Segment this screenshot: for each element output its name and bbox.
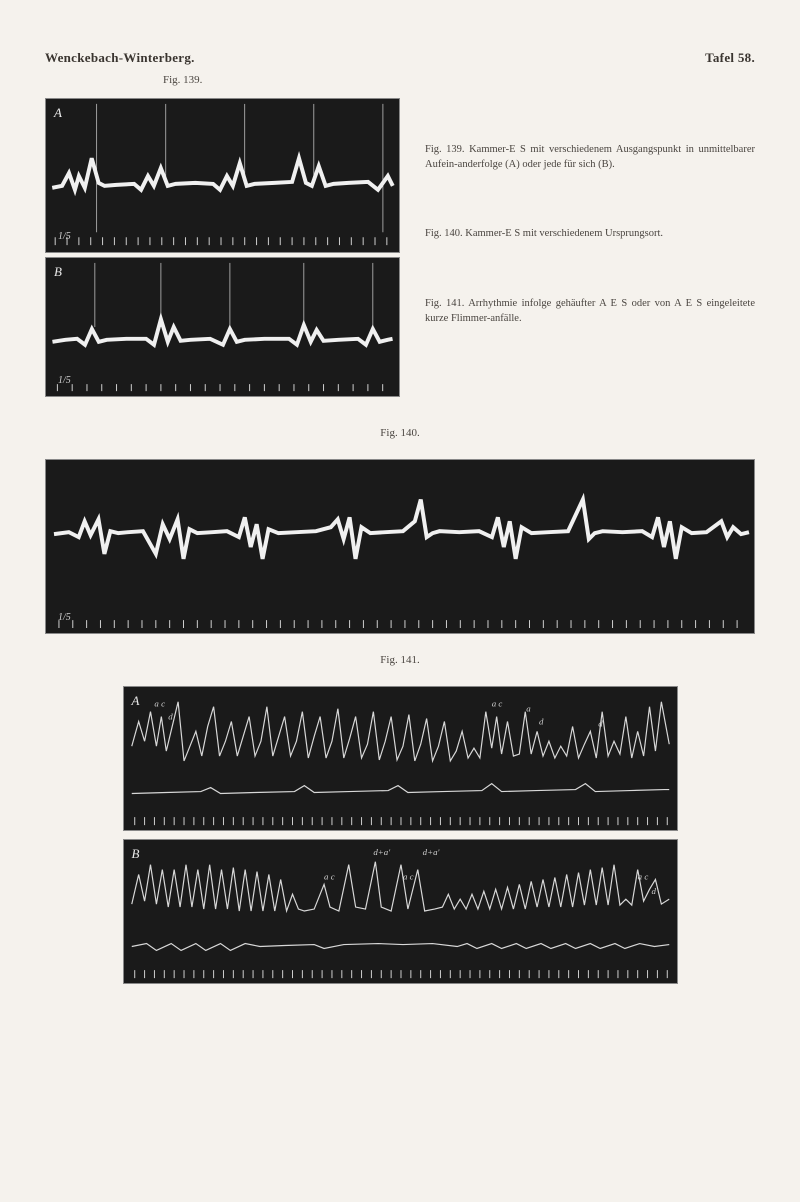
time-marker-139a: 1/5: [58, 231, 71, 242]
caption-139: Fig. 139. Kammer-E S mit verschiedenem A…: [425, 143, 755, 172]
timing-ticks: [55, 237, 387, 245]
annotation-d-2: d: [539, 716, 544, 726]
panel-label-b: B: [54, 264, 62, 280]
ecg-panel-141b: B d+a' d+a' a c a c a c d: [123, 839, 678, 984]
annotation-d-4: d: [651, 886, 656, 896]
ecg-panel-140: 1/5: [45, 459, 755, 634]
annotation-ac-1: a c: [154, 699, 165, 709]
fig-141-label: Fig. 141.: [45, 654, 755, 666]
panel-label-141a: A: [132, 693, 140, 709]
annotation-ac-3: a c: [324, 871, 335, 881]
author-name: Wenckebach-Winterberg.: [45, 50, 195, 66]
page-header: Wenckebach-Winterberg. Tafel 58.: [45, 50, 755, 66]
caption-141: Fig. 141. Arrhythmie infolge gehäufter A…: [425, 297, 755, 326]
ecg-panel-139b: B 1/5: [45, 257, 400, 397]
top-section: A 1/5 B 1/5: [45, 98, 755, 397]
captions-column: Fig. 139. Kammer-E S mit verschiedenem A…: [425, 98, 755, 397]
fig-140-label: Fig. 140.: [45, 427, 755, 439]
section-141: A a c d a c a d d B d+a' d+a' a c a c a …: [45, 686, 755, 984]
time-marker-139b: 1/5: [58, 375, 71, 386]
annotation-ac-2: a c: [491, 699, 502, 709]
annotation-da-2: d+a': [422, 847, 440, 857]
fig-139-label: Fig. 139.: [163, 74, 223, 86]
panel-label-a: A: [54, 105, 62, 121]
panel-label-141b: B: [132, 846, 140, 862]
timing-ticks-141a: [134, 817, 667, 825]
annotation-a-1: a: [526, 704, 531, 714]
left-figures-column: A 1/5 B 1/5: [45, 98, 400, 397]
timing-ticks-b: [57, 384, 382, 391]
annotation-ac-4: a c: [402, 871, 413, 881]
ecg-panel-139a: A 1/5: [45, 98, 400, 253]
annotation-d-1: d: [168, 712, 173, 722]
time-marker-140: 1/5: [58, 612, 71, 623]
plate-number: Tafel 58.: [705, 50, 755, 66]
timing-ticks-141b: [134, 970, 667, 978]
caption-140: Fig. 140. Kammer-E S mit verschiedenem U…: [425, 227, 755, 242]
annotation-da-1: d+a': [373, 847, 391, 857]
timing-ticks-140: [59, 620, 737, 628]
ecg-panel-141a: A a c d a c a d d: [123, 686, 678, 831]
